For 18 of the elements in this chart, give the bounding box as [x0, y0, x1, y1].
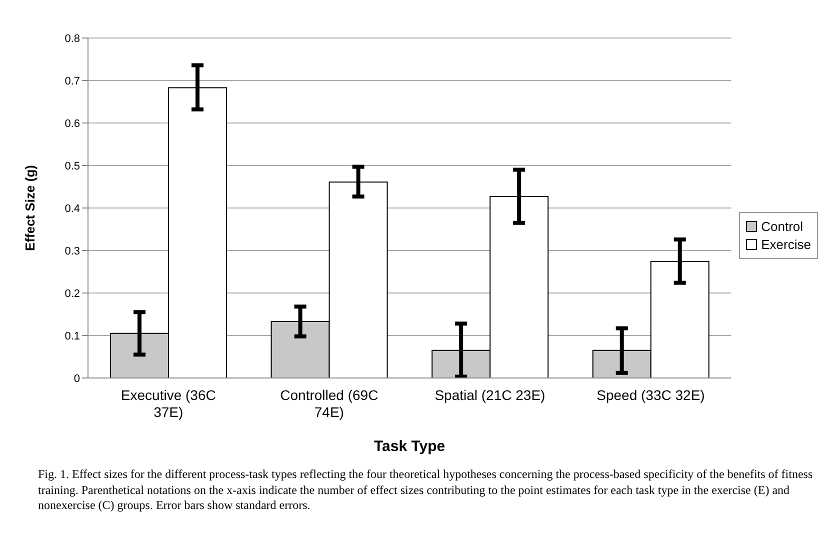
y-tick-label: 0.3	[64, 245, 80, 258]
y-tick-label: 0.6	[64, 118, 80, 130]
x-tick-label: Controlled (69C 74E)	[280, 387, 378, 420]
y-axis-title: Effect Size (g)	[22, 165, 38, 251]
legend-label: Exercise	[761, 237, 811, 252]
x-tick-label: Spatial (21C 23E)	[434, 387, 546, 403]
x-axis-title: Task Type	[374, 438, 446, 455]
y-tick-label: 0.4	[64, 202, 80, 215]
legend-label: Control	[761, 219, 804, 234]
y-tick-label: 0.1	[64, 330, 80, 342]
y-tick-label: 0.5	[64, 160, 80, 172]
y-tick-label: 0.8	[64, 32, 80, 45]
y-tick-label: 0	[74, 372, 80, 385]
x-tick-label: Speed (33C 32E)	[596, 387, 705, 403]
x-tick-label: Executive (36C 37E)	[120, 387, 216, 420]
y-tick-label: 0.7	[64, 75, 80, 88]
caption: Fig. 1. Effect sizes for the different process-task types reflecting the four theoretical hypotheses concerning the process-based specificity of the benefits of fitness training. Parenthetical notations on the x-axis indicate the number of effect sizes contributing to the point estimates for each task type in the exercise (E) and nonexercise (C) groups. Error bars show standard errors.	[38, 467, 814, 514]
y-tick-label: 0.2	[64, 288, 80, 300]
